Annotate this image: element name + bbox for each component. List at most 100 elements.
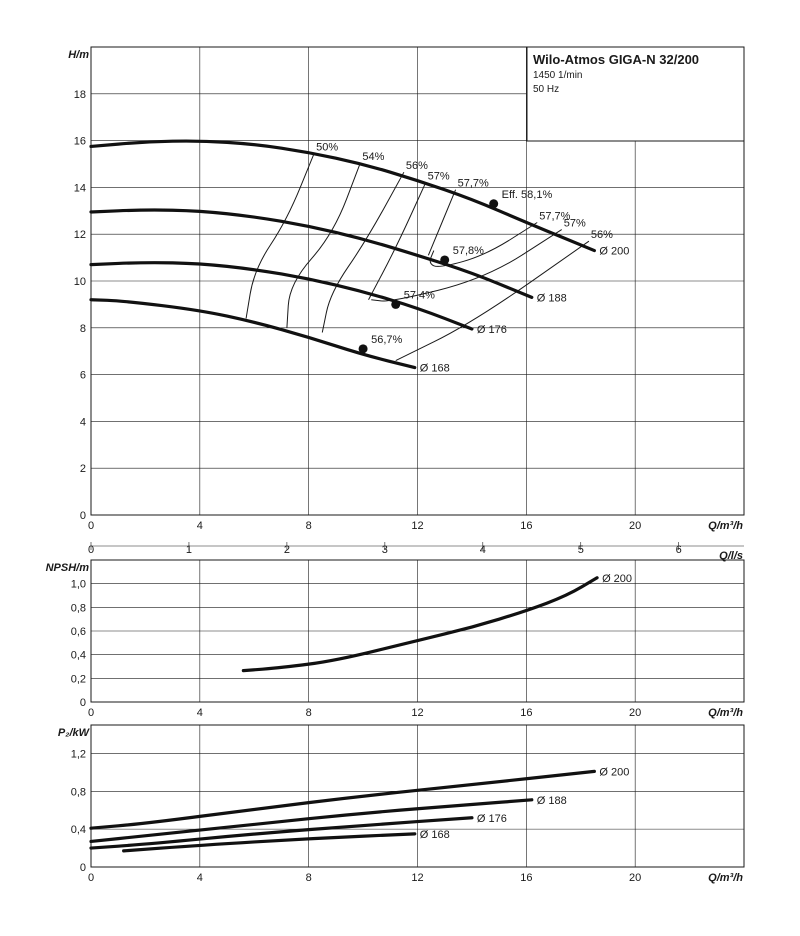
series-label: Ø 200 [602,573,632,585]
x-tick-label: 20 [629,872,641,884]
head-chart-panel: 0 4 8 12 16 20 0 2 4 6 8 10 12 14 16 18 H/m Q/m³/h 50% 54% 5… [68,46,745,532]
y-tick-label: 18 [74,89,86,101]
efficiency-label: 57,7% [539,211,570,223]
top-axis-tick-label: 3 [382,544,388,556]
y-tick-label: 16 [74,136,86,148]
efficiency-label: 50% [316,141,338,153]
series-line [89,769,596,830]
x-tick-label: 4 [197,872,203,884]
x-tick-label: 0 [88,520,94,532]
y-axis-label: H/m [68,49,89,61]
y-tick-label: 0,8 [71,602,86,614]
operating-point [391,299,401,309]
operating-point-label: 57,8% [453,245,484,257]
y-tick-label: 10 [74,276,86,288]
plot-frame [90,46,745,516]
x-tick-label: 8 [306,872,312,884]
info-box-frame [526,46,745,142]
y-tick-label: 0 [80,697,86,709]
efficiency-label: 54% [362,151,384,163]
plot-frame [90,559,745,703]
series-label: Ø 200 [599,246,629,258]
top-axis-tick-label: 5 [578,544,584,556]
x-tick-label: 16 [520,872,532,884]
efficiency-label: 57% [428,171,450,183]
top-axis-tick-label: 4 [480,544,486,556]
y-axis-label: P₂/kW [58,727,91,739]
efficiency-label: 57% [564,218,586,230]
top-axis-tick-label: 0 [88,544,94,556]
pump-title: Wilo-Atmos GIGA-N 32/200 [533,52,699,67]
series-line [89,298,417,370]
x-tick-label: 12 [411,707,423,719]
series-label: Ø 176 [477,324,507,336]
y-tick-label: 1,0 [71,579,86,591]
operating-point [358,344,368,354]
x-tick-label: 16 [520,707,532,719]
operating-point [440,255,450,265]
series-line [122,832,417,853]
operating-point-label: 56,7% [371,334,402,346]
series-line [241,576,599,673]
efficiency-line [427,189,457,256]
y-tick-label: 0,6 [71,626,86,638]
pump-info-box: Wilo-Atmos GIGA-N 32/200 1450 1/min 50 H… [526,46,745,142]
x-tick-label: 8 [306,707,312,719]
top-axis-tick-label: 1 [186,544,192,556]
series-line [89,261,474,331]
efficiency-line [321,171,405,333]
x-tick-label: 4 [197,707,203,719]
efficiency-label: 56% [406,160,428,172]
top-axis-tick-label: 2 [284,544,290,556]
x-tick-label: 20 [629,707,641,719]
y-tick-label: 14 [74,182,86,194]
efficiency-label: 56% [591,229,613,241]
x-tick-label: 8 [306,520,312,532]
x-tick-label: 20 [629,520,641,532]
x-axis-label: Q/m³/h [708,872,743,884]
operating-point-label: Eff. 58,1% [502,189,553,201]
y-tick-label: 8 [80,323,86,335]
pump-speed: 1450 1/min [533,70,582,81]
series-line [89,139,596,253]
top-axis-tick-label: 6 [676,544,682,556]
y-axis-label: NPSH/m [46,562,90,574]
series-label: Ø 168 [420,363,450,375]
series-line [89,816,474,850]
plot-frame [90,724,745,868]
y-tick-label: 12 [74,229,86,241]
efficiency-line [429,222,538,267]
power-chart-panel: 0 4 8 12 16 20 0 0,4 0,8 1,2 P₂/kW Q/m³/h Ø 200 Ø 188… [58,724,745,884]
y-tick-label: 0 [80,862,86,874]
x-axis-label: Q/m³/h [708,520,743,532]
efficiency-line [368,182,427,300]
series-label: Ø 176 [477,813,507,825]
series-line [89,208,534,299]
y-tick-label: 2 [80,463,86,475]
y-tick-label: 0,4 [71,650,86,662]
series-label: Ø 188 [537,292,567,304]
y-tick-label: 0,8 [71,786,86,798]
y-tick-label: 4 [80,416,86,428]
x-tick-label: 12 [411,872,423,884]
efficiency-line [371,229,562,302]
top-axis-label: Q/l/s [719,550,743,562]
x-tick-label: 4 [197,520,203,532]
series-label: Ø 168 [420,829,450,841]
operating-point [489,199,499,209]
series-label: Ø 188 [537,795,567,807]
y-tick-label: 6 [80,370,86,382]
x-axis-label: Q/m³/h [708,707,743,719]
y-tick-label: 0,4 [71,824,86,836]
series-label: Ø 200 [599,766,629,778]
x-tick-label: 16 [520,520,532,532]
efficiency-line [245,153,315,319]
efficiency-label: 57,7% [458,178,489,190]
x-tick-label: 12 [411,520,423,532]
series-line [89,798,534,844]
y-tick-label: 0 [80,510,86,522]
y-tick-label: 1,2 [71,748,86,760]
efficiency-line [286,162,361,328]
